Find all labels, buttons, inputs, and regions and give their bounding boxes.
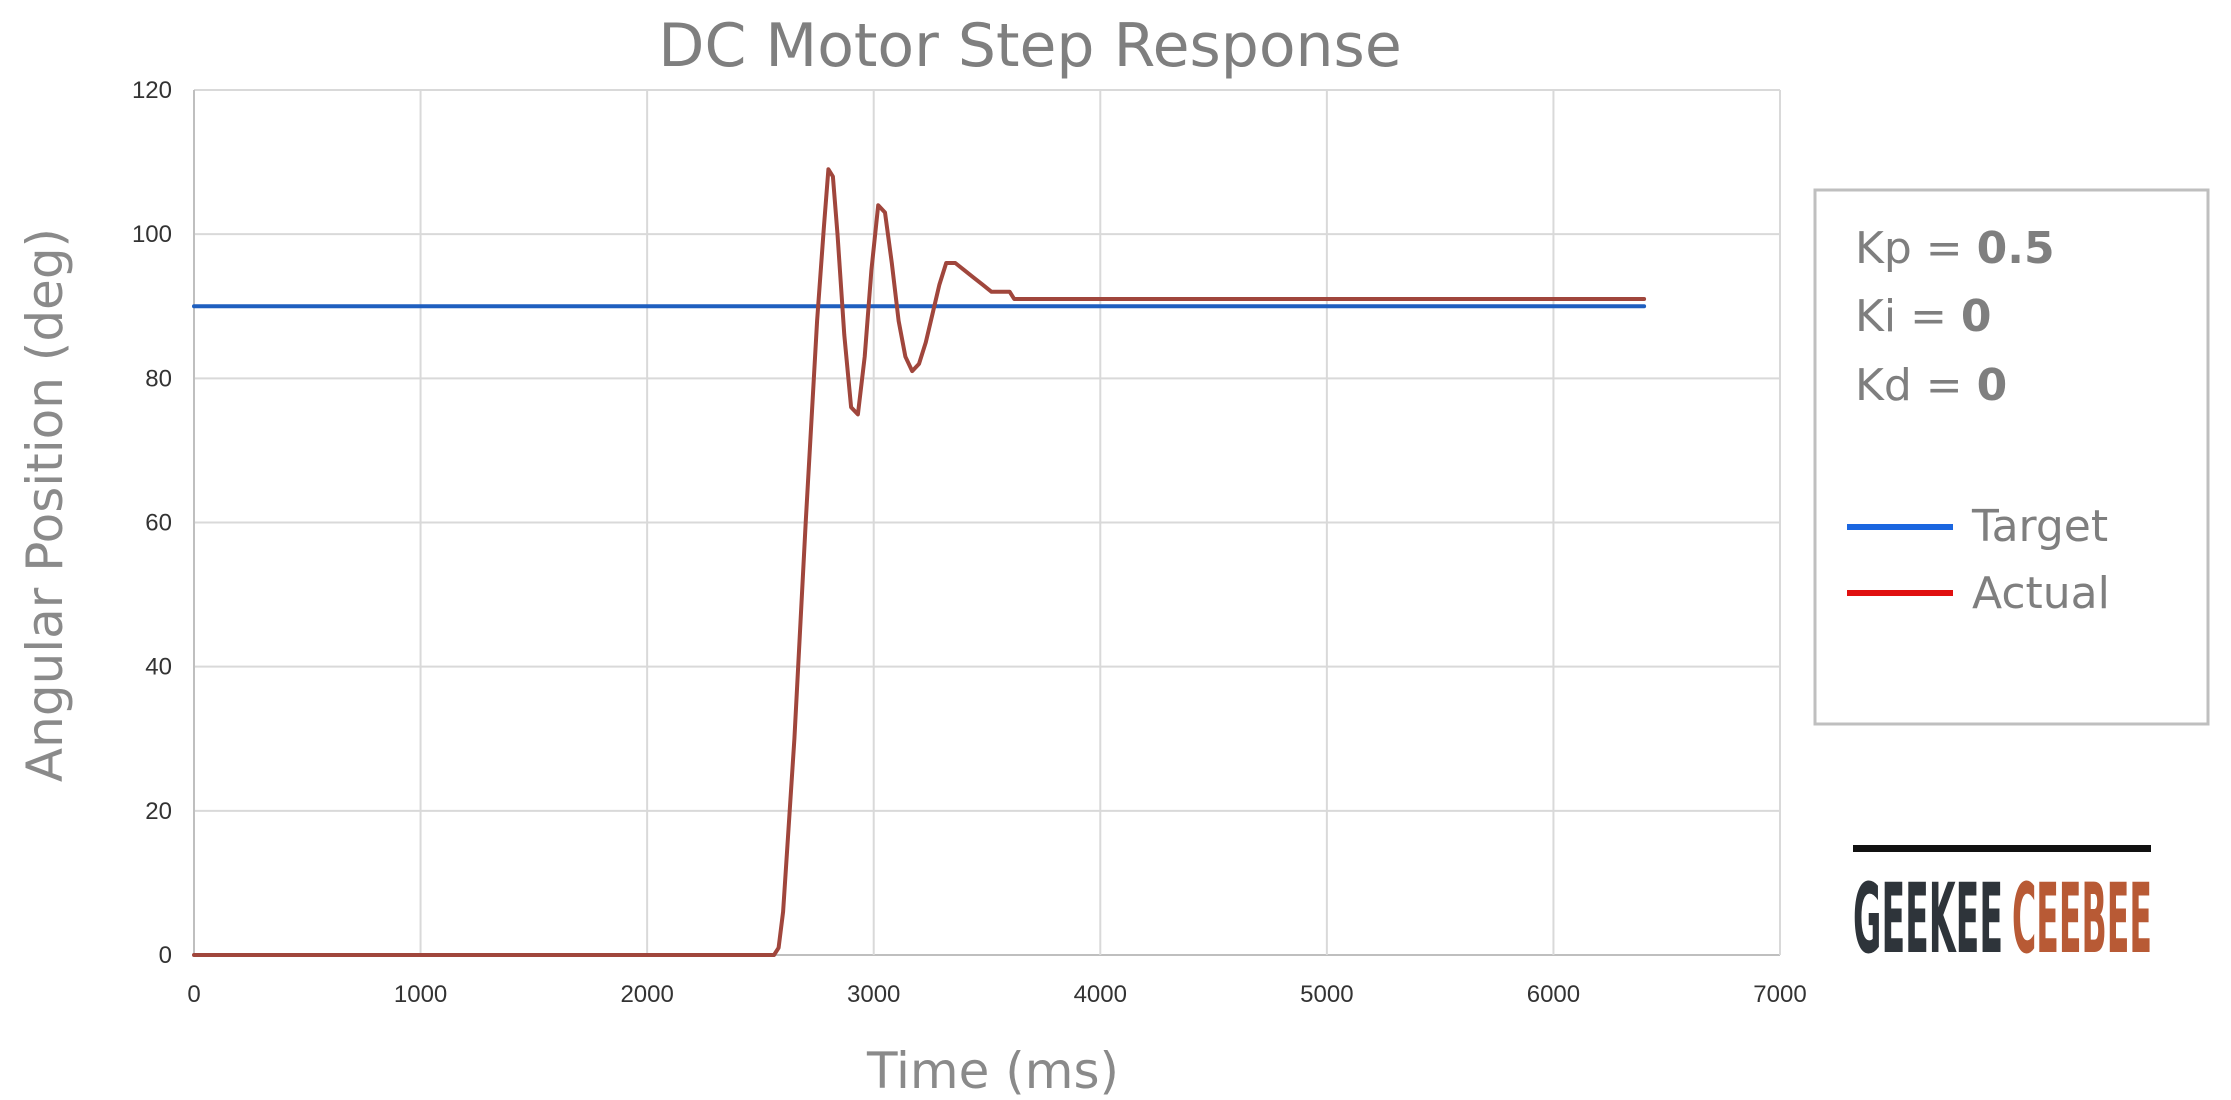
y-axis-label: Angular Position (deg) <box>16 228 74 782</box>
x-tick-label: 0 <box>187 981 200 1008</box>
series-line-actual <box>192 167 1647 957</box>
y-tick-label: 0 <box>159 942 172 969</box>
x-tick-label: 2000 <box>620 981 673 1008</box>
x-tick-label: 1000 <box>394 981 447 1008</box>
x-tick-label: 5000 <box>1300 981 1353 1008</box>
kp-value: 0.5 <box>1977 223 2055 274</box>
kd-param: Kd = 0 <box>1855 360 2007 411</box>
x-tick-label: 7000 <box>1753 981 1806 1008</box>
x-tick-label: 3000 <box>847 981 900 1008</box>
chart-title: DC Motor Step Response <box>658 11 1401 81</box>
kd-label: Kd = <box>1855 360 1977 411</box>
x-axis-label: Time (ms) <box>866 1042 1119 1100</box>
y-tick-label: 80 <box>145 365 172 392</box>
kp-param: Kp = 0.5 <box>1855 223 2055 274</box>
series-layer <box>192 167 1647 957</box>
kp-label: Kp = <box>1855 223 1977 274</box>
x-tick-label: 6000 <box>1527 981 1580 1008</box>
kd-value: 0 <box>1977 360 2008 411</box>
y-tick-label: 120 <box>132 77 172 104</box>
y-tick-label: 100 <box>132 221 172 248</box>
legend-target-label: Target <box>1971 501 2108 552</box>
ki-value: 0 <box>1961 291 1992 342</box>
params-legend-box <box>1813 188 2210 726</box>
y-tick-label: 20 <box>145 798 172 825</box>
grid-layer <box>193 89 1781 956</box>
ki-param: Ki = 0 <box>1855 291 1992 342</box>
legend-actual-label: Actual <box>1972 568 2110 619</box>
y-tick-label: 60 <box>145 510 172 537</box>
tick-layer: 0 20 40 60 80 100 120 0 1000 2000 3000 4000 5000 6000… <box>132 77 1807 1008</box>
ki-label: Ki = <box>1855 291 1961 342</box>
logo-top-bar <box>1853 845 2151 852</box>
logo-word-geekee: GEEKEE <box>1853 863 2003 975</box>
x-tick-label: 4000 <box>1074 981 1127 1008</box>
y-tick-label: 40 <box>145 654 172 681</box>
logo-word-ceebee: CEEBEE <box>2012 863 2152 975</box>
geekee-ceebee-logo: GEEKEE CEEBEE <box>1853 845 2152 975</box>
